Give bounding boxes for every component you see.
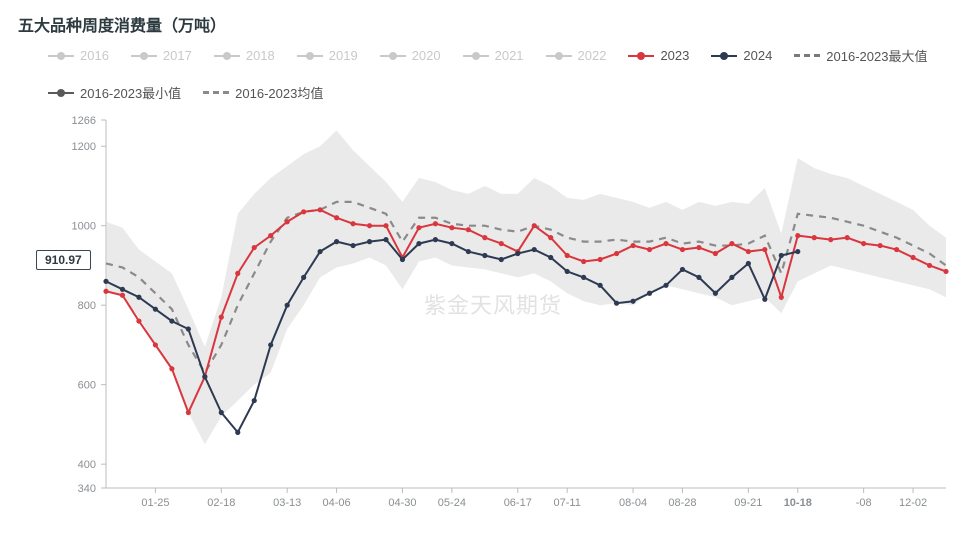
svg-text:1266: 1266 — [72, 115, 96, 127]
svg-text:600: 600 — [78, 380, 96, 392]
legend-swatch — [546, 51, 572, 61]
legend-swatch — [711, 51, 737, 61]
legend-item[interactable]: 2016 — [48, 46, 109, 65]
legend-label: 2018 — [246, 48, 275, 63]
svg-text:06-17: 06-17 — [504, 497, 532, 509]
svg-text:04-06: 04-06 — [323, 497, 351, 509]
legend-label: 2019 — [329, 48, 358, 63]
svg-text:04-30: 04-30 — [388, 497, 416, 509]
legend-label: 2020 — [412, 48, 441, 63]
svg-text:01-25: 01-25 — [141, 497, 169, 509]
chart-svg: 340 400 600 800 1000 1200 1266 01-25 02-18 03-13 0… — [28, 110, 958, 520]
svg-text:02-18: 02-18 — [207, 497, 235, 509]
svg-text:03-13: 03-13 — [273, 497, 301, 509]
legend-item[interactable]: 2017 — [131, 46, 192, 65]
legend-label: 2024 — [743, 48, 772, 63]
legend-swatch — [463, 51, 489, 61]
legend-label: 2023 — [660, 48, 689, 63]
svg-text:10-18: 10-18 — [784, 497, 812, 509]
legend-label: 2016 — [80, 48, 109, 63]
legend-label: 2016-2023最大值 — [826, 46, 927, 65]
legend-swatch — [48, 51, 74, 61]
chart-title: 五大品种周度消费量（万吨） — [18, 12, 957, 36]
legend-label: 2017 — [163, 48, 192, 63]
legend-item[interactable]: 2022 — [546, 46, 607, 65]
legend-label: 2016-2023均值 — [235, 83, 323, 102]
svg-text:08-04: 08-04 — [619, 497, 647, 509]
legend-item[interactable]: 2023 — [628, 46, 689, 65]
svg-text:05-24: 05-24 — [438, 497, 466, 509]
svg-text:340: 340 — [78, 483, 96, 495]
svg-text:1000: 1000 — [72, 221, 96, 233]
legend: 2016 2017 2018 2019 2020 2021 2022 2023 2024 2016… — [48, 46, 957, 102]
chart-area: 340 400 600 800 1000 1200 1266 01-25 02-18 03-13 0… — [28, 110, 958, 540]
svg-text:-08: -08 — [856, 497, 872, 509]
legend-label: 2022 — [578, 48, 607, 63]
legend-swatch — [131, 51, 157, 61]
legend-swatch — [48, 88, 74, 98]
svg-text:09-21: 09-21 — [734, 497, 762, 509]
svg-text:08-28: 08-28 — [668, 497, 696, 509]
legend-swatch — [297, 51, 323, 61]
legend-item[interactable]: 2021 — [463, 46, 524, 65]
legend-label: 2021 — [495, 48, 524, 63]
legend-item[interactable]: 2016-2023均值 — [203, 83, 323, 102]
legend-swatch — [628, 51, 654, 61]
legend-item[interactable]: 2020 — [380, 46, 441, 65]
legend-item[interactable]: 2016-2023最小值 — [48, 83, 181, 102]
legend-label: 2016-2023最小值 — [80, 83, 181, 102]
y-value-badge: 910.97 — [36, 250, 91, 270]
legend-item[interactable]: 2019 — [297, 46, 358, 65]
legend-swatch — [794, 51, 820, 61]
legend-item[interactable]: 2024 — [711, 46, 772, 65]
legend-swatch — [214, 51, 240, 61]
svg-text:12-02: 12-02 — [899, 497, 927, 509]
svg-text:1200: 1200 — [72, 141, 96, 153]
svg-text:400: 400 — [78, 459, 96, 471]
legend-item[interactable]: 2016-2023最大值 — [794, 46, 927, 65]
svg-text:800: 800 — [78, 300, 96, 312]
legend-swatch — [203, 88, 229, 98]
svg-text:07-11: 07-11 — [554, 497, 581, 509]
legend-item[interactable]: 2018 — [214, 46, 275, 65]
legend-swatch — [380, 51, 406, 61]
